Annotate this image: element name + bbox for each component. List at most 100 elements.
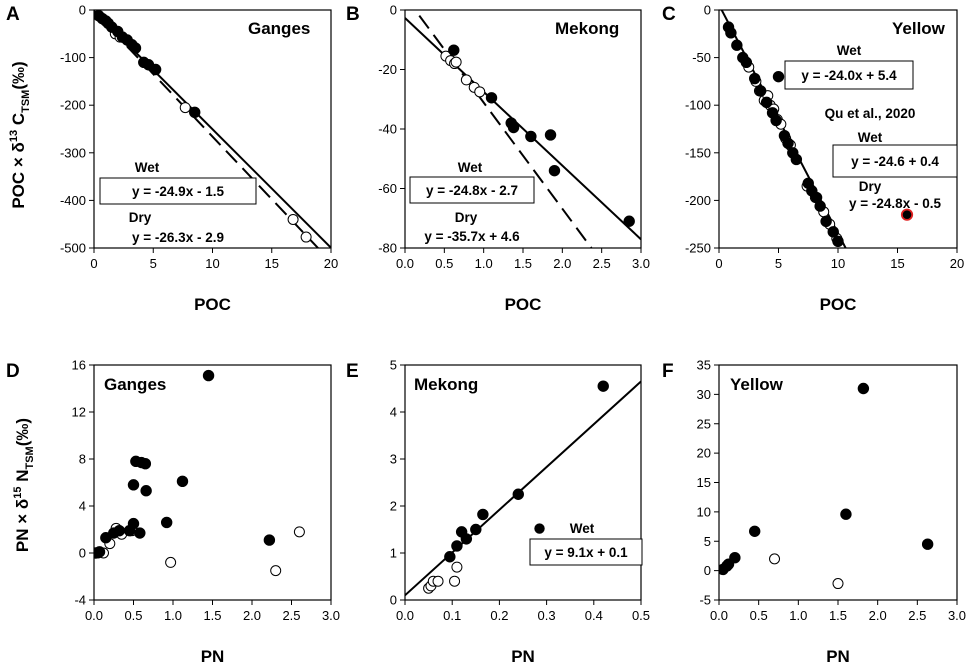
- wet-point: [176, 475, 189, 488]
- panel-f: 0.0 0.5 1.0 1.5 2.0 2.5 3.0 -5 0 5 10 15 20 25 30 35 PN F…: [662, 358, 966, 667]
- wet-point: [544, 129, 557, 141]
- river-name: Yellow: [892, 19, 946, 38]
- y-tick-label: -100: [685, 98, 711, 113]
- x-tick-label: 3.0: [948, 608, 966, 623]
- y-tick-label: 0: [79, 3, 86, 18]
- x-tick-label: 15: [265, 256, 279, 271]
- y-tick-label: 30: [697, 387, 711, 402]
- wet-point: [444, 551, 456, 563]
- wet-point: [127, 479, 140, 491]
- y-tick-label: -4: [74, 593, 86, 608]
- fit-label: Wet: [570, 521, 595, 536]
- panel-letter: E: [346, 361, 359, 382]
- fit-label: Dry: [455, 210, 478, 225]
- fit-label: Dry: [129, 210, 152, 225]
- wet-fit-line: [405, 17, 641, 241]
- wet-point: [790, 153, 803, 166]
- dry-point: [832, 578, 844, 590]
- x-tick-label: 1.5: [514, 256, 532, 271]
- x-tick-label: 0.5: [124, 608, 142, 623]
- y-tick-label: 2: [390, 499, 397, 514]
- y-tick-label: -100: [60, 50, 86, 65]
- fit-label: Wet: [837, 43, 862, 58]
- equation-box: [409, 176, 535, 204]
- wet-point: [749, 525, 761, 537]
- dry-point: [293, 526, 305, 538]
- wet-point: [827, 226, 839, 238]
- x-tick-label: 2.0: [243, 608, 261, 623]
- x-tick-label: 10: [205, 256, 219, 271]
- x-axis-title: POC: [194, 295, 231, 314]
- x-tick-label: 2.0: [869, 608, 887, 623]
- dry-point: [474, 86, 486, 98]
- dry-point: [179, 102, 191, 114]
- dry-point: [432, 575, 444, 587]
- x-axis-title: PN: [201, 647, 225, 666]
- x-tick-label: 2.5: [908, 608, 926, 623]
- x-tick-label: 2.5: [593, 256, 611, 271]
- wet-point: [740, 56, 753, 69]
- wet-point: [597, 380, 609, 392]
- wet-point: [134, 527, 146, 539]
- wet-point: [485, 92, 498, 104]
- y-tick-label: -300: [60, 145, 86, 160]
- panel-letter: A: [6, 4, 20, 25]
- wet-point: [129, 42, 142, 54]
- dry-point: [460, 74, 472, 86]
- wet-point: [149, 63, 162, 76]
- wet-point: [760, 96, 773, 109]
- dry-fit-line: [413, 10, 593, 248]
- y-tick-label: 5: [704, 534, 711, 549]
- x-tick-label: 10: [831, 256, 845, 271]
- wet-point: [525, 130, 537, 143]
- y-tick-label: 0: [390, 3, 397, 18]
- panel-letter: C: [662, 4, 676, 25]
- wet-point: [754, 85, 767, 97]
- y-tick-label: -50: [692, 50, 711, 65]
- panel-e: 0.0 0.1 0.2 0.3 0.4 0.5 0 1 2 3 4 5 PN E Mekong Wet y = …: [346, 358, 650, 667]
- y-tick-label: 4: [390, 405, 397, 420]
- x-tick-label: 0.0: [710, 608, 728, 623]
- wet-point: [94, 546, 106, 558]
- x-axis-title: PN: [826, 647, 850, 666]
- y-tick-label: 35: [697, 358, 711, 373]
- wet-fit-line: [405, 380, 641, 597]
- wet-point: [729, 552, 741, 564]
- fit-equation: y = -24.9x - 1.5: [132, 184, 224, 199]
- river-name: Ganges: [248, 19, 310, 38]
- x-tick-label: 0.0: [396, 256, 414, 271]
- panel-a: 0 5 10 15 20 0 -100 -200 -300 -400 -500 POC A Ganges W…: [6, 3, 338, 315]
- dry-point: [769, 553, 781, 565]
- wet-point: [139, 458, 152, 470]
- wet-point: [731, 39, 743, 51]
- wet-point: [820, 215, 832, 228]
- x-axis-title: POC: [820, 295, 857, 314]
- wet-point: [477, 508, 489, 521]
- fit-label: Wet: [135, 160, 160, 175]
- y-tick-label: 25: [697, 416, 711, 431]
- wet-point: [857, 382, 870, 395]
- y-axis-title-bottom: PN × δ15 NTSM(‰): [12, 418, 36, 552]
- x-tick-label: 1.0: [475, 256, 493, 271]
- x-tick-label: 3.0: [632, 256, 650, 271]
- y-tick-label: 0: [79, 546, 86, 561]
- x-tick-label: 0.2: [490, 608, 508, 623]
- plot-frame: [718, 364, 958, 601]
- x-tick-label: 20: [324, 256, 338, 271]
- dry-point: [450, 56, 462, 68]
- wet-point: [460, 533, 473, 545]
- y-tick-label: 5: [390, 358, 397, 373]
- wet-point: [160, 516, 173, 529]
- dry-point: [300, 231, 312, 243]
- wet-point: [263, 534, 276, 546]
- wet-point: [770, 114, 782, 127]
- y-tick-label: 1: [390, 546, 397, 561]
- river-name: Mekong: [414, 375, 478, 394]
- x-tick-label: 0.3: [538, 608, 556, 623]
- y-tick-label: 0: [704, 563, 711, 578]
- y-tick-label: -200: [60, 98, 86, 113]
- river-name: Ganges: [104, 375, 166, 394]
- panel-d: 0.0 0.5 1.0 1.5 2.0 2.5 3.0 -4 0 4 8 12 16 PN D Ganges: [6, 358, 340, 667]
- dry-point: [165, 556, 177, 568]
